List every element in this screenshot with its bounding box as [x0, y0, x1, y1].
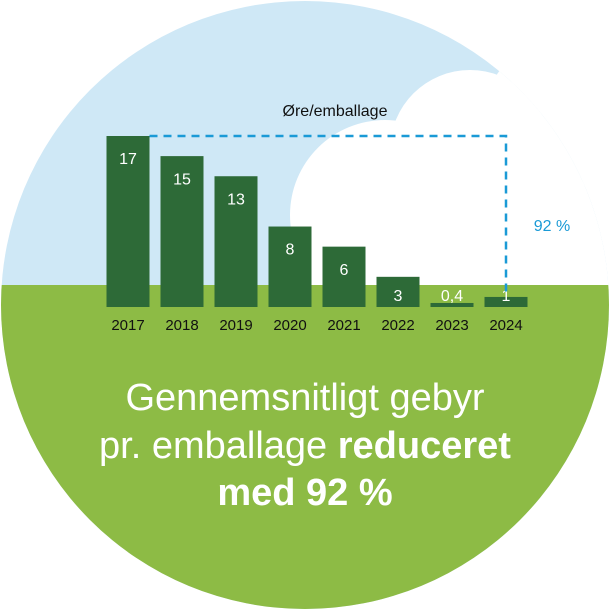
value-label: 15 — [173, 171, 191, 188]
headline-line: Gennemsnitligt gebyr — [125, 377, 484, 419]
value-label: 0,4 — [441, 288, 463, 305]
x-tick-label: 2018 — [165, 317, 198, 334]
value-label: 8 — [286, 242, 295, 259]
x-tick-label: 2024 — [489, 317, 522, 334]
bar — [269, 227, 312, 307]
value-label: 17 — [119, 151, 137, 168]
x-tick-label: 2017 — [111, 317, 144, 334]
x-tick-label: 2021 — [327, 317, 360, 334]
infographic: Øre/emballage 92 % Gennemsnitligt gebyr … — [0, 0, 609, 611]
headline-line: pr. emballage reduceret — [99, 425, 511, 467]
x-tick-label: 2019 — [219, 317, 252, 334]
x-tick-label: 2022 — [381, 317, 414, 334]
value-label: 13 — [227, 191, 245, 208]
value-label: 3 — [394, 288, 403, 305]
x-tick-label: 2020 — [273, 317, 306, 334]
headline-line: med 92 % — [217, 472, 392, 514]
chart-title: Øre/emballage — [283, 103, 388, 120]
page: Øre/emballage 92 % Gennemsnitligt gebyr … — [0, 0, 609, 611]
annotation: 92 % — [534, 218, 570, 235]
value-label: 6 — [340, 262, 349, 279]
headline-bold: reduceret — [338, 425, 512, 467]
headline-text: pr. emballage — [99, 425, 327, 467]
x-tick-label: 2023 — [435, 317, 468, 334]
